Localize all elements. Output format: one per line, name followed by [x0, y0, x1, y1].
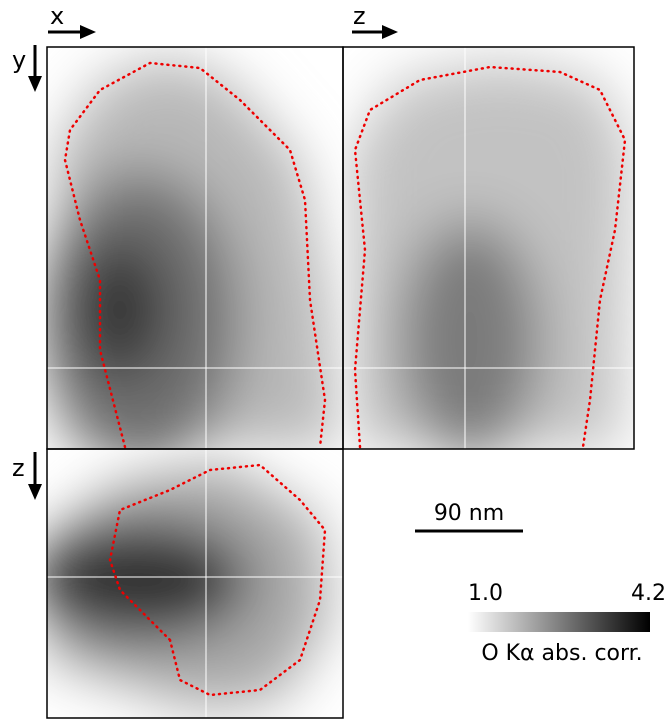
xz-slice	[47, 449, 343, 718]
outlines	[63, 61, 627, 697]
x-label: x	[50, 2, 64, 30]
colorbar	[468, 612, 650, 632]
colorbar-min: 1.0	[468, 581, 503, 606]
panel-borders	[46, 46, 635, 719]
crosshairs	[47, 47, 634, 718]
z-label: z	[353, 2, 366, 30]
colorbar-title: O Kα abs. corr.	[481, 641, 642, 666]
colorbar-max: 4.2	[631, 581, 666, 606]
axis-arrows	[28, 25, 398, 500]
y-label: y	[12, 46, 26, 74]
scale-bar-label: 90 nm	[434, 501, 504, 526]
xy-slice	[47, 47, 343, 449]
zy-slice	[343, 47, 634, 449]
z-label: z	[12, 454, 25, 482]
